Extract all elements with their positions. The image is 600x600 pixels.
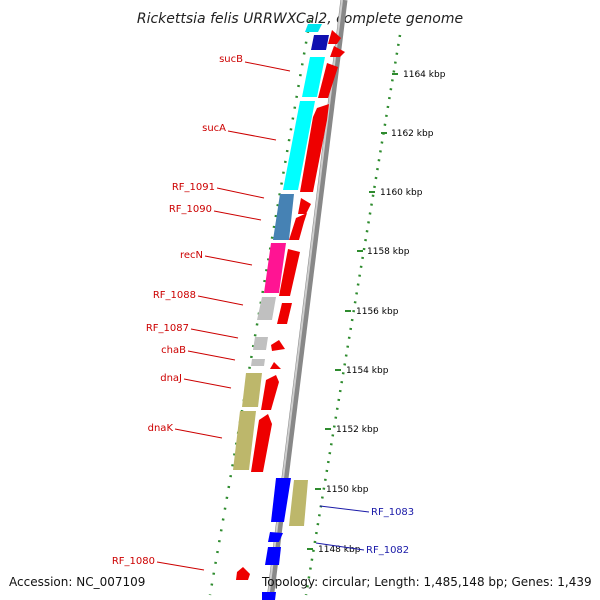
tick-label: 1148 kbp	[318, 545, 361, 555]
gene-arrow-dnaJ	[261, 375, 279, 410]
tick-label: 1150 kbp	[326, 485, 369, 495]
gene-arrow-RF_1087	[271, 340, 285, 351]
leader-line	[319, 505, 370, 513]
gene-block-dnaJ	[242, 373, 262, 407]
gene-arrow	[262, 592, 276, 600]
gene-arrow-RF_1091	[298, 198, 311, 214]
gene-label-sucB: sucB	[219, 54, 243, 65]
gene-block-sucA	[283, 101, 315, 190]
tick-label: 1164 kbp	[403, 70, 446, 80]
gene-label-RF_1091: RF_1091	[172, 182, 215, 193]
tick-labels: 1164 kbp 1162 kbp 1160 kbp 1158 kbp 1156…	[318, 70, 446, 555]
leader-line	[213, 210, 262, 221]
gene-label-sucA: sucA	[202, 123, 226, 134]
gene-block-recN	[264, 243, 286, 293]
gene-block	[289, 480, 308, 526]
right-gene-labels: RF_1083 RF_1082	[315, 505, 414, 556]
gene-label-RF_1087: RF_1087	[146, 323, 189, 334]
red-gene-arrows	[236, 30, 345, 580]
gene-block-sucB	[302, 57, 325, 97]
gene-block-dnaK	[233, 411, 256, 470]
tick-label: 1154 kbp	[346, 366, 389, 376]
leader-line	[190, 328, 239, 339]
gene-arrow-sucB	[318, 63, 338, 98]
gene-label-RF_1088: RF_1088	[153, 290, 196, 301]
gene-arrow-RF_1088	[277, 303, 292, 324]
leader-line	[156, 561, 205, 571]
tick-label: 1160 kbp	[380, 188, 423, 198]
gene-arrow-dnaK	[251, 414, 272, 472]
gene-arrow-RF_1090	[289, 213, 307, 240]
left-strand-genes	[233, 24, 329, 470]
gene-label-dnaJ: dnaJ	[160, 373, 182, 384]
leader-line	[204, 255, 253, 266]
gene-label-chaB: chaB	[161, 345, 186, 356]
tick-label: 1152 kbp	[336, 425, 379, 435]
gene-arrow-recN	[279, 249, 300, 296]
gene-label-recN: recN	[180, 250, 203, 261]
leader-line	[187, 350, 236, 361]
gene-block-RF_1087	[253, 337, 268, 350]
tick-label: 1156 kbp	[356, 307, 399, 317]
topology-text: Topology: circular; Length: 1,485,148 bp…	[261, 575, 592, 589]
gene-arrow-RF_1080	[236, 567, 250, 580]
gene-arrow	[265, 547, 281, 565]
leader-line	[216, 187, 265, 199]
leader-line	[174, 428, 223, 439]
gene-block-RF_1088	[257, 297, 276, 320]
tick-marks	[307, 73, 398, 550]
gene-arrow-RF_1082	[268, 532, 283, 542]
gene-block	[311, 35, 329, 50]
gene-label-RF_1083: RF_1083	[371, 507, 414, 518]
map-title: Rickettsia felis URRWXCal2, complete gen…	[137, 11, 463, 27]
leader-line	[244, 61, 291, 72]
lower-right-genes	[262, 478, 308, 600]
accession-text: Accession: NC_007109	[9, 575, 145, 589]
gene-arrow-sucA	[300, 104, 329, 192]
gene-arrow	[328, 30, 341, 44]
tick-label: 1162 kbp	[391, 129, 434, 139]
tick-label: 1158 kbp	[367, 247, 410, 257]
leader-line	[183, 378, 232, 389]
gene-label-RF_1090: RF_1090	[169, 204, 212, 215]
gene-arrow-RF_1083	[271, 478, 291, 522]
gene-label-dnaK: dnaK	[148, 423, 174, 434]
gene-arrow	[330, 46, 345, 57]
gene-block-RF_1090	[273, 194, 294, 240]
leader-line	[315, 542, 365, 551]
gene-block-chaB	[251, 359, 265, 366]
leader-line	[227, 130, 277, 141]
gene-block	[305, 24, 322, 32]
leader-line	[197, 295, 244, 306]
gene-label-RF_1080: RF_1080	[112, 556, 155, 567]
gene-arrow-chaB	[270, 362, 281, 369]
left-gene-labels: sucB sucA RF_1091 RF_1090 recN RF_1088 R…	[112, 54, 291, 571]
gene-label-RF_1082: RF_1082	[366, 545, 409, 556]
